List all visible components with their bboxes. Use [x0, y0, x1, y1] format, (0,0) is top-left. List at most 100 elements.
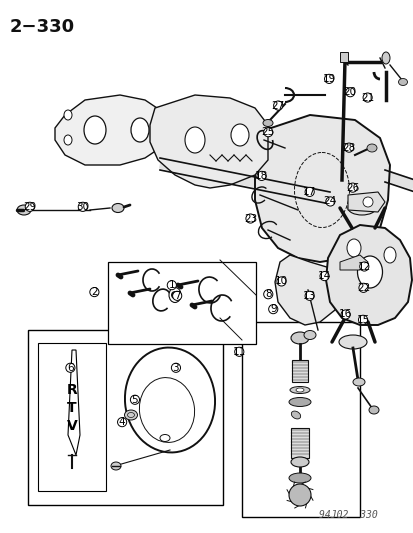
Circle shape: [345, 87, 354, 97]
Text: 20: 20: [343, 87, 356, 97]
Ellipse shape: [290, 457, 308, 467]
Polygon shape: [150, 95, 267, 188]
Circle shape: [245, 214, 254, 223]
Circle shape: [171, 291, 178, 299]
Ellipse shape: [289, 386, 309, 393]
Circle shape: [359, 262, 368, 271]
Text: 8: 8: [264, 289, 271, 299]
Bar: [339, 52, 347, 62]
Ellipse shape: [124, 410, 137, 420]
Bar: [291, 360, 307, 382]
Ellipse shape: [347, 201, 375, 215]
Ellipse shape: [288, 473, 310, 483]
Text: 28: 28: [342, 143, 355, 152]
Ellipse shape: [383, 247, 395, 263]
Ellipse shape: [338, 335, 366, 349]
Ellipse shape: [295, 388, 303, 392]
Circle shape: [325, 197, 334, 206]
Ellipse shape: [290, 332, 308, 344]
Text: 5: 5: [131, 395, 138, 405]
Ellipse shape: [131, 118, 149, 142]
Circle shape: [234, 347, 243, 357]
Ellipse shape: [366, 144, 376, 152]
Circle shape: [78, 202, 87, 212]
Circle shape: [362, 197, 372, 207]
Ellipse shape: [381, 52, 389, 64]
Text: 17: 17: [302, 187, 316, 197]
Ellipse shape: [346, 239, 360, 257]
Circle shape: [167, 280, 176, 290]
Text: 30: 30: [76, 202, 89, 212]
Circle shape: [304, 291, 313, 301]
Circle shape: [268, 304, 277, 314]
Circle shape: [25, 202, 34, 212]
Text: 15: 15: [356, 315, 369, 325]
Ellipse shape: [112, 204, 124, 213]
Polygon shape: [339, 255, 367, 270]
Polygon shape: [254, 115, 389, 262]
Circle shape: [263, 127, 272, 137]
Text: 24: 24: [323, 197, 336, 206]
Text: 16: 16: [338, 310, 351, 319]
Circle shape: [358, 315, 367, 325]
Ellipse shape: [169, 287, 180, 303]
Ellipse shape: [357, 256, 382, 288]
Polygon shape: [55, 95, 165, 165]
Ellipse shape: [352, 378, 364, 386]
Bar: [242, 322, 359, 517]
Polygon shape: [68, 350, 80, 455]
Text: 94J02  330: 94J02 330: [318, 510, 377, 520]
Text: 10: 10: [274, 277, 287, 286]
Bar: [108, 262, 255, 344]
Circle shape: [347, 183, 356, 192]
Circle shape: [276, 277, 285, 286]
Text: 25: 25: [261, 127, 274, 137]
Circle shape: [171, 363, 180, 373]
Ellipse shape: [262, 119, 272, 126]
Bar: [290, 428, 308, 458]
Bar: [28, 330, 223, 505]
Text: 29: 29: [23, 202, 36, 212]
Circle shape: [117, 417, 126, 427]
Text: 14: 14: [317, 271, 330, 281]
Polygon shape: [274, 255, 339, 325]
Circle shape: [319, 271, 328, 281]
Text: R: R: [66, 383, 77, 397]
Bar: [38, 343, 106, 491]
Circle shape: [340, 310, 349, 319]
Text: 26: 26: [345, 183, 358, 192]
Circle shape: [263, 289, 272, 299]
Ellipse shape: [185, 127, 204, 153]
Ellipse shape: [64, 135, 72, 145]
Ellipse shape: [291, 411, 300, 419]
Text: 6: 6: [67, 363, 74, 373]
Text: 23: 23: [243, 214, 256, 223]
Circle shape: [362, 93, 371, 102]
Ellipse shape: [111, 462, 121, 470]
Text: 11: 11: [232, 347, 245, 357]
Circle shape: [324, 74, 333, 84]
Text: 18: 18: [254, 171, 268, 181]
Circle shape: [358, 283, 367, 293]
Ellipse shape: [230, 124, 248, 146]
Polygon shape: [325, 225, 411, 325]
Ellipse shape: [17, 205, 31, 215]
Ellipse shape: [303, 330, 315, 340]
Text: 1: 1: [168, 280, 175, 290]
Ellipse shape: [84, 116, 106, 144]
Ellipse shape: [368, 406, 378, 414]
Text: 12: 12: [357, 262, 370, 271]
Circle shape: [130, 395, 139, 405]
Circle shape: [90, 287, 99, 297]
Text: 21: 21: [360, 93, 373, 102]
Ellipse shape: [64, 110, 72, 120]
Circle shape: [304, 187, 313, 197]
Text: 2−330: 2−330: [10, 18, 75, 36]
Circle shape: [66, 363, 75, 373]
Polygon shape: [347, 192, 384, 212]
Text: T: T: [67, 401, 77, 415]
Text: V: V: [66, 419, 77, 433]
Circle shape: [344, 143, 353, 152]
Ellipse shape: [288, 398, 310, 407]
Text: 3: 3: [172, 363, 179, 373]
